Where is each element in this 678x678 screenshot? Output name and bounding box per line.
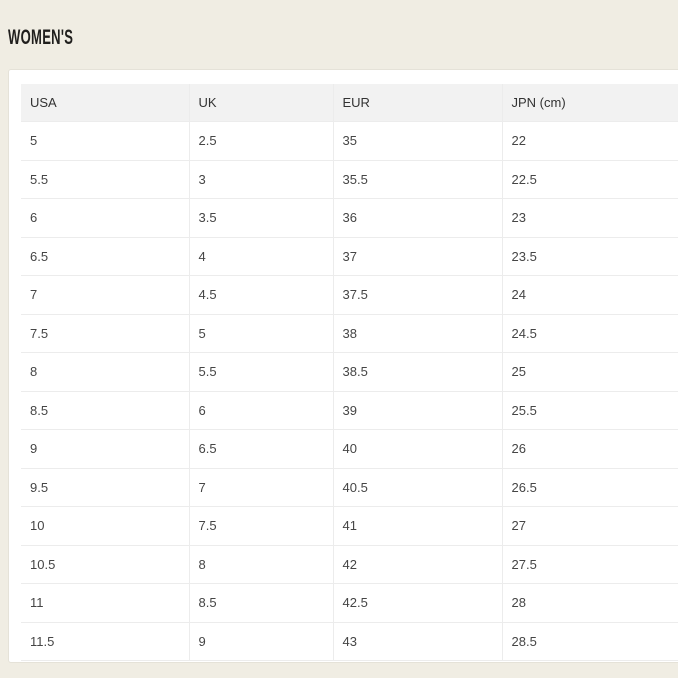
- size-cell: 10: [30, 518, 45, 534]
- size-cell: 4: [188, 237, 333, 276]
- table-row: 6.5 4 37 23.5: [21, 237, 678, 276]
- size-cell: 24: [501, 275, 678, 314]
- size-cell: 5.5: [188, 352, 333, 391]
- size-conversion-table: USA UK EUR JPN (cm) 5 2.5 35 22 5.5 3 35.5 22.5 6 3.…: [21, 84, 678, 661]
- column-header: USA: [21, 84, 189, 122]
- table-row: 9 6.5 40 26: [21, 429, 678, 468]
- column-header: EUR: [332, 84, 502, 122]
- column-header: UK: [188, 84, 333, 122]
- size-cell: 7: [30, 287, 38, 303]
- table-row: 5 2.5 35 22: [21, 121, 678, 160]
- size-cell: 27: [501, 506, 678, 545]
- size-cell: 41: [332, 506, 502, 545]
- table-row: 8.5 6 39 25.5: [21, 391, 678, 430]
- size-cell: 39: [332, 391, 502, 430]
- size-cell: 28: [501, 583, 678, 622]
- size-cell: 24.5: [501, 314, 678, 353]
- size-cell: 5: [188, 314, 333, 353]
- size-cell: 28.5: [501, 622, 678, 661]
- size-cell: 42.5: [332, 583, 502, 622]
- size-cell: 2.5: [188, 121, 333, 160]
- size-cell: 38: [332, 314, 502, 353]
- size-cell: 40.5: [332, 468, 502, 507]
- size-cell: 5.5: [30, 171, 49, 187]
- size-cell: 42: [332, 545, 502, 584]
- size-cell: 4.5: [188, 275, 333, 314]
- size-cell: 8: [30, 364, 38, 380]
- size-cell: 6.5: [30, 248, 49, 264]
- size-cell: 9: [188, 622, 333, 661]
- size-cell: 27.5: [501, 545, 678, 584]
- size-cell: 36: [332, 198, 502, 237]
- table-row: 7 4.5 37.5 24: [21, 275, 678, 314]
- size-cell: 25.5: [501, 391, 678, 430]
- size-cell: 26.5: [501, 468, 678, 507]
- size-cell: 7: [188, 468, 333, 507]
- section-title: WOMEN'S: [8, 26, 74, 49]
- size-cell: 37.5: [332, 275, 502, 314]
- size-cell: 3: [188, 160, 333, 199]
- size-cell: 40: [332, 429, 502, 468]
- size-cell: 5: [30, 133, 38, 149]
- size-cell: 6.5: [188, 429, 333, 468]
- size-cell: 25: [501, 352, 678, 391]
- size-cell: 10.5: [30, 556, 56, 572]
- size-cell: 6: [188, 391, 333, 430]
- table-header-row: USA UK EUR JPN (cm): [21, 84, 678, 122]
- size-cell: 7.5: [188, 506, 333, 545]
- size-cell: 23: [501, 198, 678, 237]
- table-row: 7.5 5 38 24.5: [21, 314, 678, 353]
- table-row: 10 7.5 41 27: [21, 506, 678, 545]
- size-cell: 7.5: [30, 325, 49, 341]
- size-cell: 11.5: [30, 633, 55, 649]
- size-cell: 8.5: [30, 402, 49, 418]
- column-header: JPN (cm): [501, 84, 678, 122]
- size-chart-card: USA UK EUR JPN (cm) 5 2.5 35 22 5.5 3 35.5 22.5 6 3.…: [8, 69, 678, 663]
- table-row: 9.5 7 40.5 26.5: [21, 468, 678, 507]
- table-row: 8 5.5 38.5 25: [21, 352, 678, 391]
- size-cell: 22: [501, 121, 678, 160]
- size-cell: 9.5: [30, 479, 49, 495]
- size-cell: 11: [30, 595, 44, 611]
- size-cell: 8: [188, 545, 333, 584]
- size-cell: 9: [30, 441, 38, 457]
- size-cell: 37: [332, 237, 502, 276]
- size-cell: 23.5: [501, 237, 678, 276]
- size-cell: 35.5: [332, 160, 502, 199]
- size-cell: 38.5: [332, 352, 502, 391]
- size-cell: 35: [332, 121, 502, 160]
- table-row: 11 8.5 42.5 28: [21, 583, 678, 622]
- size-cell: 26: [501, 429, 678, 468]
- table-row: 6 3.5 36 23: [21, 198, 678, 237]
- size-cell: 8.5: [188, 583, 333, 622]
- size-cell: 43: [332, 622, 502, 661]
- size-cell: 6: [30, 210, 38, 226]
- size-cell: 22.5: [501, 160, 678, 199]
- size-cell: 3.5: [188, 198, 333, 237]
- table-row: 11.5 9 43 28.5: [21, 622, 678, 661]
- table-row: 5.5 3 35.5 22.5: [21, 160, 678, 199]
- table-row: 10.5 8 42 27.5: [21, 545, 678, 584]
